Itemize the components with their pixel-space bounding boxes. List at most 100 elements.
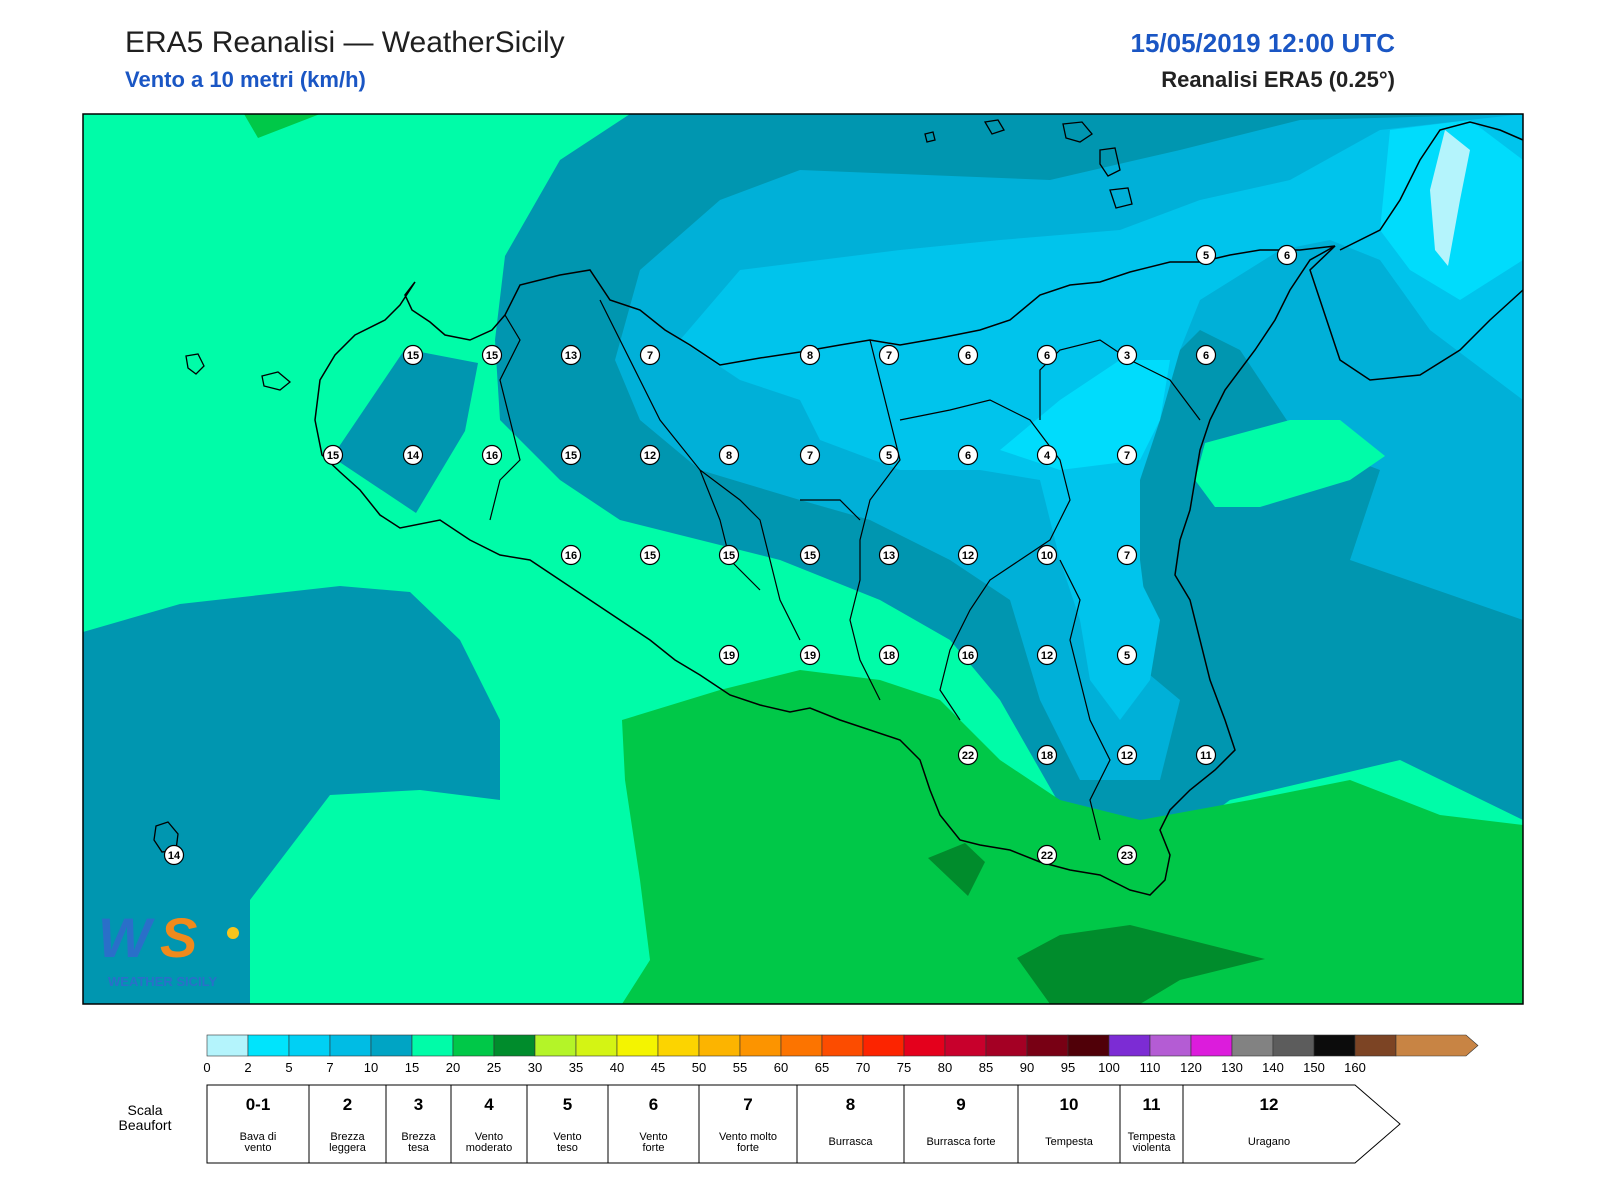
station-value: 6 [1044,350,1050,362]
station-marker: 7 [639,344,661,366]
colorbar-tick-label: 0 [203,1060,210,1075]
beaufort-description: Burrasca [828,1136,873,1148]
island-eolie-1 [924,131,936,143]
station-value: 15 [327,450,339,462]
station-value: 12 [644,450,656,462]
station-marker: 6 [1276,244,1298,266]
colorbar-segment [452,1034,495,1057]
beaufort-box [526,1084,609,1164]
station-value: 4 [1044,450,1051,462]
station-marker: 15 [322,444,344,466]
beaufort-cell: 0-1 Bava di vento [206,1084,310,1164]
station-marker: 3 [1116,344,1138,366]
station-value: 3 [1124,350,1130,362]
station-circle [481,444,503,466]
station-value: 7 [807,450,813,462]
colorbar-segment [1149,1034,1192,1057]
colorbar-segment [329,1034,372,1057]
legend: 0 2 5 7 10 15 20 25 30 35 40 45 50 55 60 65 70 75 80 85 90 95… [119,1034,1479,1164]
colorbar-tick-label: 140 [1262,1060,1284,1075]
station-marker: 16 [560,544,582,566]
station-value: 7 [886,350,892,362]
beaufort-number: 3 [414,1095,423,1114]
beaufort-description: Vento forte [639,1131,667,1154]
colorbar-segment [1272,1034,1315,1057]
beaufort-box [1119,1084,1184,1164]
colorbar-tick-label: 150 [1303,1060,1325,1075]
beaufort-number: 2 [343,1095,352,1114]
station-marker: 15 [481,344,503,366]
station-circle [957,644,979,666]
station-circle [878,544,900,566]
station-value: 10 [1041,550,1053,562]
field-cyan-south [1080,560,1160,720]
station-value: 15 [407,350,419,362]
field-light-cyan [1430,130,1470,266]
sicily-coastline [314,245,1336,896]
colorbar-tick-label: 85 [979,1060,993,1075]
station-marker: 7 [878,344,900,366]
station-circle [1276,244,1298,266]
beaufort-box [796,1084,905,1164]
colorbar-segment [739,1034,782,1057]
station-marker: 8 [718,444,740,466]
station-circle [1036,644,1058,666]
beaufort-description: Tempesta violenta [1128,1131,1177,1154]
station-marker: 11 [1195,744,1217,766]
colorbar-segment [575,1034,618,1057]
station-circle [1116,344,1138,366]
station-marker: 13 [878,544,900,566]
beaufort-scale: 0-1 Bava di vento 2 Brezza leggera 3 Brezza tesa… [206,1084,1401,1164]
station-marker: 13 [560,344,582,366]
beaufort-number: 10 [1060,1095,1079,1114]
station-value: 6 [1203,350,1209,362]
station-circle [560,544,582,566]
station-value: 15 [723,550,735,562]
colorbar-tick-label: 5 [285,1060,292,1075]
beaufort-number: 6 [649,1095,658,1114]
station-circle [799,344,821,366]
colorbar-segment [493,1034,536,1057]
station-circle [402,444,424,466]
station-marker: 4 [1036,444,1058,466]
beaufort-description: Bava di vento [240,1131,277,1154]
field-cyan [1000,360,1170,470]
colorbar-tick-label: 7 [326,1060,333,1075]
valid-datetime: 15/05/2019 12:00 UTC [1130,28,1395,58]
station-marker: 22 [1036,844,1058,866]
wind-colorbar [206,1034,1479,1057]
beaufort-box [607,1084,700,1164]
colorbar-tick-label: 60 [774,1060,788,1075]
beaufort-description: Tempesta [1045,1136,1094,1148]
station-value: 5 [886,450,892,462]
station-marker: 14 [402,444,424,466]
station-circle [639,544,661,566]
beaufort-cell: 8 Burrasca [796,1084,905,1164]
station-value: 18 [883,650,895,662]
station-marker: 6 [1036,344,1058,366]
station-marker: 10 [1036,544,1058,566]
station-marker: 19 [799,644,821,666]
beaufort-description: Uragano [1248,1136,1290,1148]
beaufort-number: 9 [956,1095,965,1114]
station-marker: 16 [481,444,503,466]
station-marker: 7 [799,444,821,466]
station-circle [957,344,979,366]
station-circle [799,544,821,566]
island-eolie-3 [1062,121,1093,143]
station-marker: 6 [957,444,979,466]
colorbar-segment [288,1034,331,1057]
station-marker: 18 [1036,744,1058,766]
beaufort-cell: 9 Burrasca forte [903,1084,1019,1164]
station-circle [1116,544,1138,566]
station-circle [878,344,900,366]
beaufort-cell: 5 Vento teso [526,1084,609,1164]
island-eolie-4 [1099,147,1121,177]
colorbar-segment [370,1034,413,1057]
station-value: 11 [1200,750,1212,762]
station-marker: 16 [957,644,979,666]
station-circle [957,744,979,766]
station-marker: 5 [1116,644,1138,666]
field-green-south [622,670,1523,1004]
station-value: 8 [726,450,732,462]
